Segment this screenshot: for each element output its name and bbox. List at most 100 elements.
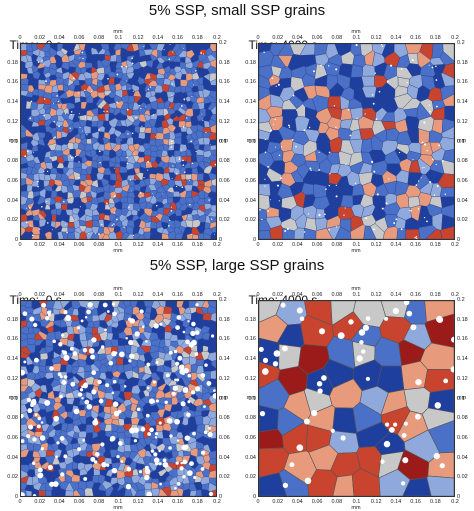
y-tick-right-p4: 0.2 <box>457 297 465 303</box>
y-tick-left-p2: 0 <box>252 237 256 243</box>
y-tick-right-p2: 0.14 <box>457 99 468 106</box>
y-tick-right-p1: 0.08 <box>219 158 230 165</box>
y-tick-right-p3: 0.2 <box>219 297 227 303</box>
y-tick-left-p2: 0.02 <box>245 217 256 224</box>
y-tick-right-p3: 0.18 <box>219 316 230 323</box>
y-tick-left-p4: 0.12 <box>245 375 256 382</box>
x-tick-bottom-p2: 0.12 <box>370 242 382 248</box>
x-tick-bottom-p4: 0.2 <box>451 499 459 505</box>
x-tick-top-p3: 0.18 <box>191 292 203 298</box>
x-tick-top-p2: 0.06 <box>311 35 323 41</box>
x-tick-top-p1: 0.16 <box>172 35 183 41</box>
y-tick-right-p4: 0.06 <box>457 434 468 441</box>
y-tick-left-p3: 0.02 <box>7 474 18 481</box>
x-tick-top-p4: 0.06 <box>311 292 323 298</box>
x-tick-top-p4: 0.18 <box>429 292 441 298</box>
unit-right-p1: mm <box>219 138 229 144</box>
x-tick-bottom-p1: 0.1 <box>114 242 123 248</box>
x-tick-top-p4: 0.16 <box>410 292 421 298</box>
x-tick-bottom-p4: 0.06 <box>311 499 323 505</box>
x-tick-bottom-p4: 0.14 <box>390 499 402 505</box>
x-tick-bottom-p4: 0 <box>256 499 260 505</box>
grain-map-p1 <box>20 43 217 240</box>
y-tick-left-p1: 0.08 <box>7 158 18 165</box>
x-tick-top-p4: 0.12 <box>370 292 382 298</box>
y-tick-left-p1: 0.12 <box>7 118 18 125</box>
y-tick-right-p4: 0.12 <box>457 375 468 382</box>
x-tick-top-p2: 0.16 <box>410 35 421 41</box>
x-tick-top-p4: 0.02 <box>272 292 284 298</box>
x-tick-top-p3: 0.1 <box>114 292 123 298</box>
x-tick-bottom-p2: 0.08 <box>331 242 343 248</box>
y-tick-right-p4: 0.1 <box>457 395 465 402</box>
x-tick-top-p3: 0.2 <box>213 292 221 298</box>
grain-map-p3 <box>20 300 217 497</box>
y-tick-right-p3: 0.12 <box>219 375 230 382</box>
x-tick-bottom-p1: 0.02 <box>34 242 46 248</box>
x-tick-top-p4: 0 <box>256 292 260 298</box>
x-tick-top-p2: 0.02 <box>272 35 284 41</box>
y-tick-right-p4: 0.02 <box>457 474 468 481</box>
y-tick-right-p3: 0.04 <box>219 454 230 461</box>
y-tick-left-p4: 0.06 <box>245 434 256 441</box>
y-tick-left-p3: 0.06 <box>7 434 18 441</box>
y-tick-right-p3: 0.02 <box>219 474 230 481</box>
y-tick-left-p1: 0.02 <box>7 217 18 224</box>
x-tick-top-p3: 0.04 <box>54 292 65 298</box>
x-tick-top-p1: 0.02 <box>34 35 46 41</box>
x-tick-top-p2: 0.12 <box>370 35 382 41</box>
x-tick-bottom-p3: 0.04 <box>54 499 65 505</box>
y-tick-right-p4: 0 <box>457 494 461 500</box>
unit-bottom-p4: mm <box>351 505 361 511</box>
y-tick-left-p2: 0.08 <box>245 158 256 165</box>
unit-top-p4: mm <box>351 286 361 292</box>
y-tick-left-p4: 0.18 <box>245 316 256 323</box>
x-tick-top-p1: 0.08 <box>93 35 105 41</box>
unit-right-p2: mm <box>457 138 467 144</box>
y-tick-left-p1: 0.16 <box>7 79 18 86</box>
y-tick-left-p4: 0.02 <box>245 474 256 481</box>
grain-map-p2 <box>258 43 455 240</box>
x-tick-bottom-p2: 0.14 <box>390 242 402 248</box>
y-tick-right-p1: 0.14 <box>219 99 230 106</box>
x-tick-bottom-p2: 0.18 <box>429 242 441 248</box>
y-tick-right-p2: 0.02 <box>457 217 468 224</box>
x-tick-bottom-p3: 0.06 <box>73 499 85 505</box>
y-tick-right-p2: 0.08 <box>457 158 468 165</box>
x-tick-bottom-p1: 0.16 <box>172 242 183 248</box>
y-tick-left-p2: 0.14 <box>245 99 256 106</box>
x-tick-bottom-p3: 0.02 <box>34 499 46 505</box>
y-tick-left-p2: 0.18 <box>245 59 256 66</box>
x-tick-top-p1: 0 <box>18 35 22 41</box>
x-tick-bottom-p1: 0.18 <box>191 242 203 248</box>
y-tick-left-p4: 0.08 <box>245 415 256 422</box>
x-tick-top-p4: 0.1 <box>352 292 361 298</box>
y-tick-left-p2: 0.12 <box>245 118 256 125</box>
y-tick-right-p2: 0.1 <box>457 138 465 145</box>
x-tick-top-p1: 0.18 <box>191 35 203 41</box>
x-tick-bottom-p3: 0.08 <box>93 499 105 505</box>
unit-top-p3: mm <box>113 286 123 292</box>
x-tick-top-p3: 0.02 <box>34 292 46 298</box>
y-tick-left-p1: 0.18 <box>7 59 18 66</box>
x-tick-bottom-p2: 0.04 <box>292 242 303 248</box>
y-tick-right-p4: 0.18 <box>457 316 468 323</box>
x-tick-bottom-p2: 0.2 <box>451 242 459 248</box>
x-tick-bottom-p4: 0.16 <box>410 499 421 505</box>
y-tick-right-p2: 0.06 <box>457 177 468 184</box>
y-tick-right-p1: 0 <box>219 237 223 243</box>
y-tick-left-p1: 0.14 <box>7 99 18 106</box>
y-tick-right-p2: 0 <box>457 237 461 243</box>
x-tick-bottom-p2: 0 <box>256 242 260 248</box>
y-tick-left-p1: 0.1 <box>10 138 18 145</box>
y-tick-right-p4: 0.04 <box>457 454 468 461</box>
x-tick-top-p3: 0.06 <box>73 292 85 298</box>
x-tick-top-p3: 0 <box>18 292 22 298</box>
unit-left-p1: mm <box>8 138 18 144</box>
y-tick-right-p3: 0.08 <box>219 415 230 422</box>
y-tick-left-p3: 0.14 <box>7 356 18 363</box>
y-tick-left-p3: 0.04 <box>7 454 18 461</box>
y-tick-left-p1: 0.06 <box>7 177 18 184</box>
unit-left-p4: mm <box>246 395 256 401</box>
unit-left-p2: mm <box>246 138 256 144</box>
